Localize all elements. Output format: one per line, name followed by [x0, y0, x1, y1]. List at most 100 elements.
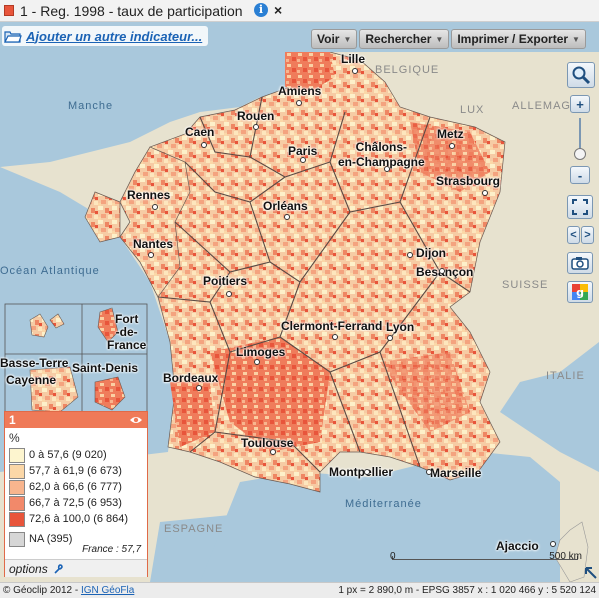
- window-title: 1 - Reg. 1998 - taux de participation: [20, 3, 243, 19]
- google-button[interactable]: g: [567, 281, 593, 303]
- scale-end-label: 500 km: [549, 551, 582, 562]
- plus-icon: +: [576, 96, 584, 112]
- city-label-cayenne: Cayenne: [6, 373, 57, 387]
- city-label-amiens: Amiens: [278, 84, 322, 98]
- legend-color-box: [9, 531, 25, 547]
- city-label-bordeaux: Bordeaux: [163, 371, 219, 385]
- next-view-button[interactable]: >: [581, 226, 594, 244]
- city-label-metz: Metz: [437, 127, 464, 141]
- city-marker: [296, 100, 302, 106]
- legend-class-label: 62,0 à 66,6 (6 777): [29, 481, 122, 493]
- legend-class-label: NA (395): [29, 533, 73, 545]
- scale-start-label: 0: [390, 551, 396, 562]
- minus-icon: -: [577, 167, 583, 183]
- legend-header: 1: [5, 412, 147, 428]
- city-marker: [426, 469, 432, 475]
- city-label-rennes: Rennes: [127, 188, 171, 202]
- add-indicator-link[interactable]: Ajouter un autre indicateur...: [2, 26, 209, 46]
- legend-class-row: 66,7 à 72,5 (6 953): [5, 495, 147, 511]
- city-label-chalons: Châlons- en-Champagne: [338, 140, 425, 169]
- camera-icon: [571, 257, 589, 270]
- city-marker: [352, 68, 358, 74]
- chevron-down-icon: ▼: [343, 34, 352, 44]
- print-export-menu-label: Imprimer / Exporter: [457, 32, 569, 46]
- footer-copyright: © Géoclip 2012 -: [3, 585, 81, 596]
- fullscreen-button[interactable]: [567, 195, 593, 219]
- city-label-rouen: Rouen: [237, 109, 275, 123]
- snapshot-button[interactable]: [567, 252, 593, 274]
- chevron-down-icon: ▼: [435, 34, 444, 44]
- legend-class-label: 72,6 à 100,0 (6 864): [29, 513, 129, 525]
- svg-text:g: g: [576, 286, 584, 299]
- ign-geofla-link[interactable]: IGN GéoFla: [80, 585, 135, 596]
- city-marker: [449, 143, 455, 149]
- legend-layer-number: 1: [9, 413, 16, 427]
- city-label-nantes: Nantes: [133, 237, 174, 251]
- view-menu-button[interactable]: Voir ▼: [311, 29, 358, 49]
- layer-color-swatch: [4, 5, 14, 16]
- title-bar: 1 - Reg. 1998 - taux de participation i …: [0, 0, 599, 22]
- legend-color-box: [9, 495, 25, 511]
- zoom-slider-handle[interactable]: [574, 148, 586, 160]
- legend-panel: 1 % 0 à 57,6 (9 020) 57,7 à 61,9 (6 673) 6…: [4, 411, 148, 577]
- footer-coordinates: 1 px = 2 890,0 m - EPSG 3857 x : 1 020 4…: [338, 585, 596, 596]
- zoom-in-button[interactable]: +: [570, 95, 590, 113]
- sea-label-atlantique: Océan Atlantique: [0, 265, 100, 277]
- folder-icon: [4, 31, 22, 43]
- city-marker: [196, 385, 202, 391]
- city-marker: [201, 142, 207, 148]
- country-label-espagne: ESPAGNE: [164, 523, 224, 535]
- fullscreen-icon: [572, 199, 588, 215]
- country-label-suisse: SUISSE: [502, 279, 549, 291]
- choropleth-map[interactable]: [0, 51, 599, 583]
- close-icon[interactable]: ×: [274, 2, 283, 18]
- city-marker: [439, 268, 445, 274]
- city-marker: [482, 190, 488, 196]
- city-label-clermont: Clermont-Ferrand: [281, 319, 383, 333]
- country-label-italie: ITALIE: [546, 370, 585, 382]
- zoom-slider-track[interactable]: [579, 118, 581, 158]
- add-indicator-label: Ajouter un autre indicateur...: [26, 28, 203, 44]
- chevron-left-icon: <: [570, 229, 577, 241]
- legend-color-box: [9, 511, 25, 527]
- zoom-tool-button[interactable]: [567, 62, 595, 88]
- legend-class-row: 62,0 à 66,6 (6 777): [5, 479, 147, 495]
- city-label-paris: Paris: [288, 144, 318, 158]
- print-export-menu-button[interactable]: Imprimer / Exporter ▼: [451, 29, 586, 49]
- legend-color-box: [9, 463, 25, 479]
- legend-options-button[interactable]: options: [5, 559, 147, 577]
- scale-bar: 0 500 km: [386, 551, 582, 566]
- country-label-belgique: BELGIQUE: [375, 64, 440, 76]
- sea-label-mediterranee: Méditerranée: [345, 498, 422, 510]
- eye-icon[interactable]: [129, 414, 143, 426]
- zoom-out-button[interactable]: -: [570, 166, 590, 184]
- resize-arrow-icon[interactable]: [584, 566, 598, 580]
- city-label-marseille: Marseille: [430, 466, 482, 480]
- city-marker: [384, 166, 390, 172]
- info-icon[interactable]: i: [254, 3, 268, 17]
- brittany-west: [84, 191, 121, 243]
- city-marker: [300, 157, 306, 163]
- legend-class-label: 57,7 à 61,9 (6 673): [29, 465, 122, 477]
- previous-view-button[interactable]: <: [567, 226, 580, 244]
- city-label-caen: Caen: [185, 125, 215, 139]
- city-label-toulouse: Toulouse: [241, 436, 294, 450]
- city-label-montpellier: Montpellier: [329, 465, 394, 479]
- city-label-dijon: Dijon: [416, 246, 446, 260]
- legend-class-row: 57,7 à 61,9 (6 673): [5, 463, 147, 479]
- chevron-right-icon: >: [584, 229, 591, 241]
- country-label-allemagne: ALLEMAGNE: [512, 100, 589, 112]
- city-marker: [364, 469, 370, 475]
- city-marker: [284, 214, 290, 220]
- chevron-down-icon: ▼: [572, 34, 580, 44]
- wrench-icon: [54, 564, 63, 574]
- legend-options-label: options: [9, 562, 48, 576]
- search-menu-button[interactable]: Rechercher ▼: [359, 29, 450, 49]
- sub-bar: Ajouter un autre indicateur...: [0, 22, 599, 52]
- map-canvas[interactable]: Manche Océan Atlantique Méditerranée BEL…: [0, 51, 599, 583]
- city-label-saint-denis: Saint-Denis: [72, 361, 139, 375]
- city-label-lille: Lille: [341, 52, 366, 66]
- scale-bar-line: [392, 556, 578, 560]
- city-marker: [407, 252, 413, 258]
- city-marker: [270, 449, 276, 455]
